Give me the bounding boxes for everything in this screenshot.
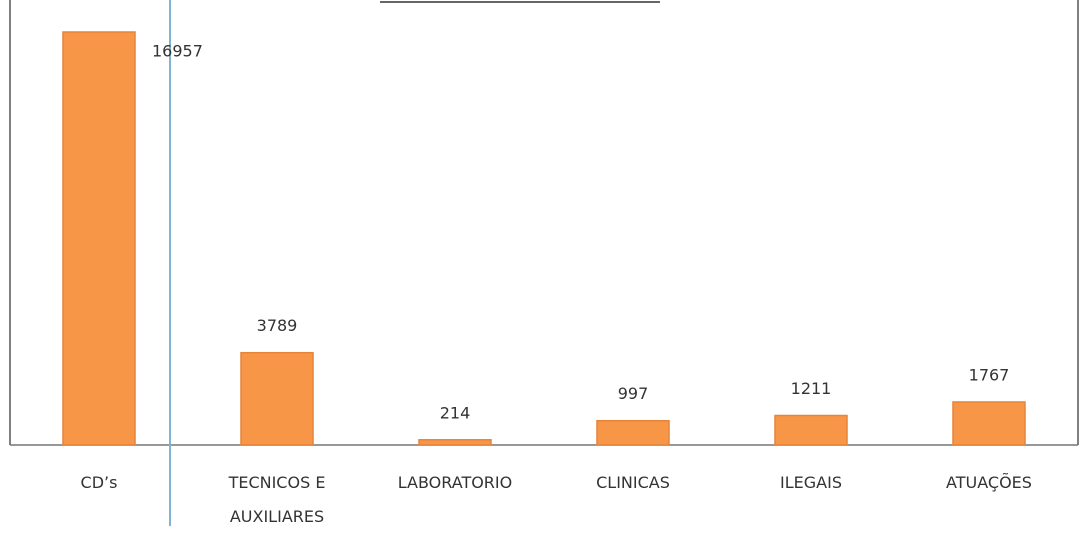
data-label: 16957 (152, 42, 203, 61)
bar (418, 439, 492, 446)
x-tick-label: LABORATORIO (397, 473, 513, 492)
data-label: 1767 (969, 365, 1010, 384)
data-label: 997 (618, 384, 649, 403)
x-tick-label: CLINICAS (596, 473, 670, 492)
data-label: 214 (440, 403, 471, 422)
bar (774, 414, 848, 446)
x-tick-label: ILEGAIS (780, 473, 842, 492)
x-tick-label: CD’s (80, 473, 118, 492)
bar (952, 401, 1026, 446)
bar (240, 351, 314, 446)
bar (596, 419, 670, 446)
data-label: 3789 (257, 316, 298, 335)
data-label: 1211 (791, 379, 832, 398)
bar (62, 31, 136, 446)
x-tick-label: TECNICOS E AUXILIARES (228, 473, 326, 526)
x-tick-label: ATUAÇÕES (946, 473, 1032, 492)
